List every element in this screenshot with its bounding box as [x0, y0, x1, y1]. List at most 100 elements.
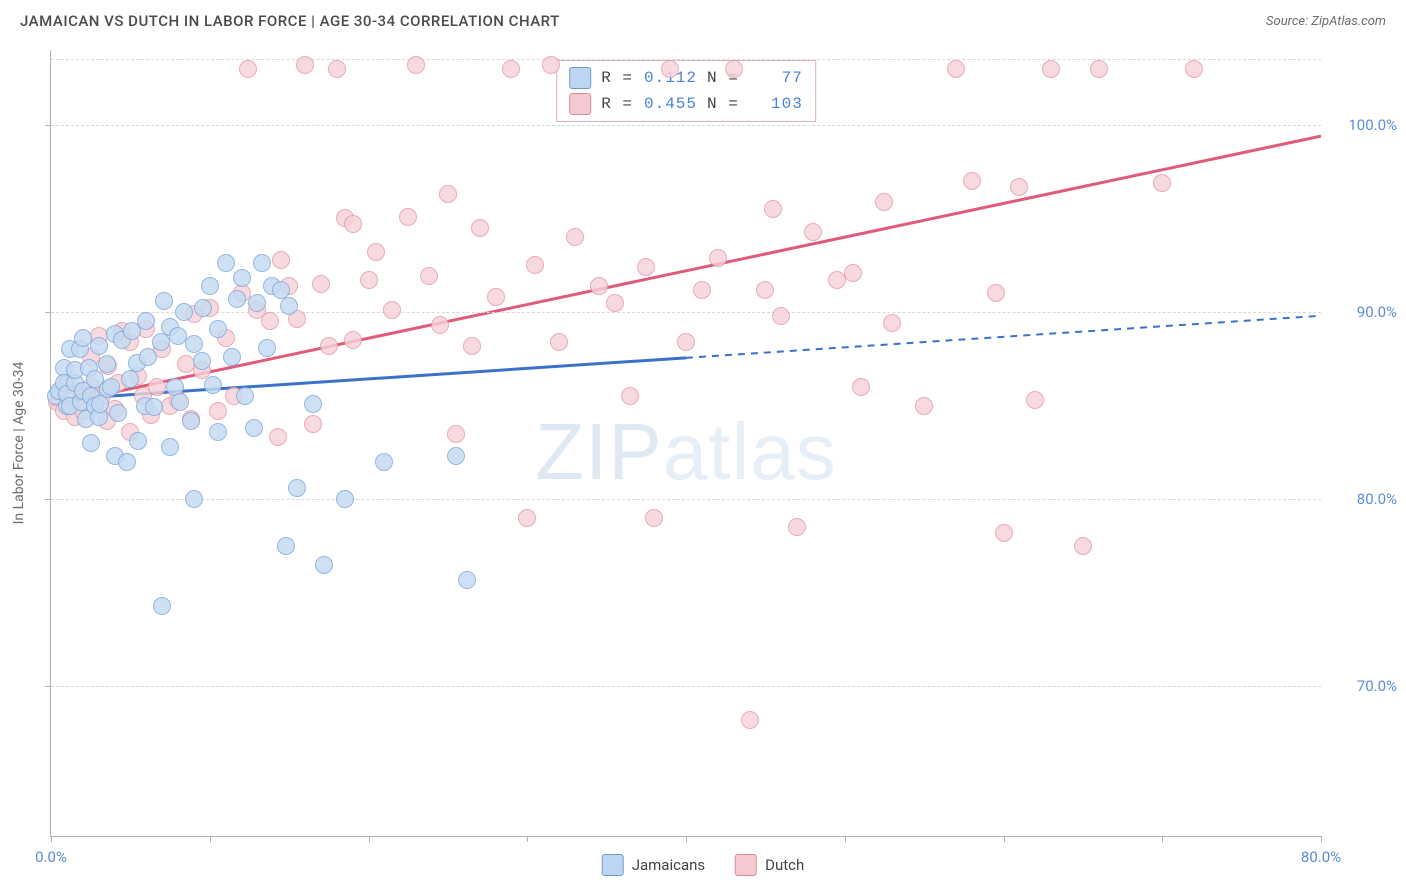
scatter-point-jamaicans: [201, 277, 219, 295]
scatter-point-dutch: [741, 711, 759, 729]
n-label: N =: [707, 69, 739, 87]
x-tick: [1162, 836, 1163, 842]
chart-title: JAMAICAN VS DUTCH IN LABOR FORCE | AGE 3…: [20, 12, 560, 30]
y-tick-label: 90.0%: [1329, 303, 1397, 321]
scatter-point-dutch: [367, 243, 385, 261]
scatter-point-dutch: [550, 333, 568, 351]
r-value-jamaicans: 0.112: [643, 69, 697, 87]
scatter-point-dutch: [526, 256, 544, 274]
scatter-point-jamaicans: [209, 423, 227, 441]
scatter-point-dutch: [52, 382, 70, 400]
scatter-point-dutch: [113, 322, 131, 340]
scatter-point-jamaicans: [129, 432, 147, 450]
watermark-light: atlas: [663, 407, 837, 496]
y-tick-label: 70.0%: [1329, 677, 1397, 695]
scatter-point-dutch: [420, 267, 438, 285]
scatter-point-jamaicans: [58, 397, 76, 415]
x-tick: [210, 836, 211, 842]
scatter-point-dutch: [261, 312, 279, 330]
scatter-point-dutch: [1090, 60, 1108, 78]
scatter-point-dutch: [304, 415, 322, 433]
scatter-point-dutch: [947, 60, 965, 78]
scatter-point-dutch: [987, 284, 1005, 302]
scatter-point-dutch: [1185, 60, 1203, 78]
n-value-dutch: 103: [749, 95, 803, 113]
scatter-point-dutch: [788, 518, 806, 536]
scatter-point-dutch: [272, 251, 290, 269]
scatter-point-dutch: [182, 410, 200, 428]
scatter-point-dutch: [518, 509, 536, 527]
scatter-point-dutch: [804, 223, 822, 241]
scatter-point-dutch: [344, 331, 362, 349]
scatter-point-jamaicans: [91, 395, 109, 413]
scatter-point-dutch: [177, 355, 195, 373]
scatter-point-dutch: [621, 387, 639, 405]
scatter-point-dutch: [383, 301, 401, 319]
watermark-bold: ZIP: [535, 407, 662, 496]
scatter-point-dutch: [772, 307, 790, 325]
scatter-point-jamaicans: [277, 537, 295, 555]
r-label: R =: [601, 95, 633, 113]
scatter-point-jamaicans: [193, 352, 211, 370]
scatter-point-jamaicans: [80, 359, 98, 377]
series-legend: Jamaicans Dutch: [602, 854, 805, 876]
scatter-point-jamaicans: [152, 333, 170, 351]
scatter-point-dutch: [99, 357, 117, 375]
scatter-point-jamaicans: [58, 385, 76, 403]
scatter-point-jamaicans: [263, 277, 281, 295]
scatter-point-dutch: [963, 172, 981, 190]
r-label: R =: [601, 69, 633, 87]
scatter-point-jamaicans: [74, 329, 92, 347]
scatter-point-jamaicans: [236, 387, 254, 405]
scatter-point-dutch: [915, 397, 933, 415]
scatter-point-jamaicans: [137, 312, 155, 330]
scatter-point-dutch: [471, 219, 489, 237]
scatter-point-dutch: [1026, 391, 1044, 409]
y-tick-label: 80.0%: [1329, 490, 1397, 508]
scatter-point-dutch: [439, 185, 457, 203]
scatter-point-jamaicans: [288, 479, 306, 497]
stats-row-dutch: R = 0.455 N = 103: [569, 91, 803, 117]
scatter-point-dutch: [106, 400, 124, 418]
scatter-point-dutch: [828, 271, 846, 289]
scatter-point-dutch: [606, 294, 624, 312]
y-axis-label: In Labor Force | Age 30-34: [11, 362, 27, 525]
scatter-point-jamaicans: [86, 397, 104, 415]
source-attribution: Source: ZipAtlas.com: [1266, 14, 1386, 29]
x-tick: [686, 836, 687, 842]
scatter-point-dutch: [844, 264, 862, 282]
scatter-point-dutch: [328, 60, 346, 78]
trend-line-dashed: [686, 316, 1321, 358]
scatter-point-dutch: [82, 348, 100, 366]
scatter-point-dutch: [764, 200, 782, 218]
chart-container: JAMAICAN VS DUTCH IN LABOR FORCE | AGE 3…: [0, 0, 1406, 892]
scatter-point-jamaicans: [82, 434, 100, 452]
scatter-point-jamaicans: [121, 370, 139, 388]
scatter-point-dutch: [677, 333, 695, 351]
scatter-point-jamaicans: [72, 393, 90, 411]
scatter-point-jamaicans: [55, 374, 73, 392]
scatter-point-dutch: [463, 337, 481, 355]
scatter-point-jamaicans: [153, 597, 171, 615]
scatter-point-dutch: [90, 327, 108, 345]
scatter-point-jamaicans: [66, 361, 84, 379]
scatter-point-jamaicans: [253, 254, 271, 272]
scatter-point-jamaicans: [204, 376, 222, 394]
scatter-point-jamaicans: [55, 359, 73, 377]
x-tick: [845, 836, 846, 842]
y-tick-label: 100.0%: [1329, 116, 1397, 134]
scatter-point-jamaicans: [82, 387, 100, 405]
scatter-point-dutch: [756, 281, 774, 299]
scatter-point-jamaicans: [86, 370, 104, 388]
scatter-point-jamaicans: [166, 378, 184, 396]
scatter-point-dutch: [121, 423, 139, 441]
scatter-point-dutch: [693, 281, 711, 299]
scatter-point-dutch: [637, 258, 655, 276]
scatter-point-dutch: [225, 387, 243, 405]
scatter-point-dutch: [161, 397, 179, 415]
scatter-point-dutch: [82, 378, 100, 396]
x-tick: [527, 836, 528, 842]
x-tick: [51, 836, 52, 842]
scatter-point-dutch: [312, 275, 330, 293]
scatter-point-dutch: [431, 316, 449, 334]
